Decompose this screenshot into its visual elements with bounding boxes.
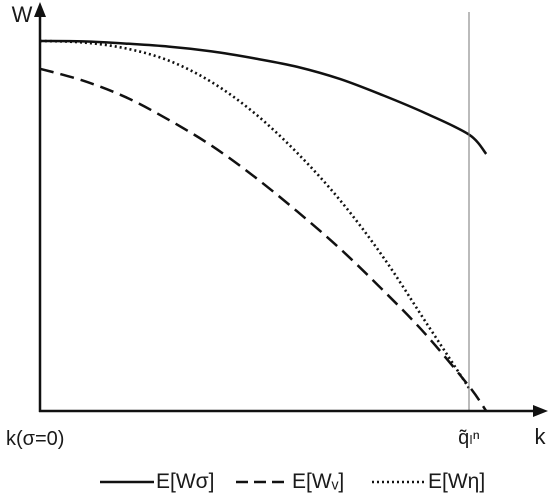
x-axis-label: k bbox=[535, 424, 547, 449]
series-line-dotted bbox=[39, 39, 471, 389]
legend-item-dotted: E[Wη] bbox=[372, 470, 485, 494]
y-axis-arrow bbox=[34, 2, 46, 17]
legend-label: E[Wσ] bbox=[156, 470, 215, 493]
legend-label: E[Wᵥ] bbox=[292, 470, 345, 493]
series-line-solid bbox=[39, 39, 488, 155]
legend-item-solid: E[Wσ] bbox=[100, 470, 214, 494]
curves bbox=[39, 39, 488, 412]
legend-swatch-dashed bbox=[236, 480, 290, 484]
x-axis-arrow bbox=[533, 405, 548, 417]
legend-label: E[Wη] bbox=[428, 470, 486, 493]
legend-swatch-solid bbox=[100, 480, 154, 484]
y-axis-label: W bbox=[12, 2, 33, 27]
series-line-dashed bbox=[39, 67, 488, 412]
legend-swatch-dotted bbox=[372, 480, 426, 484]
x-origin-label: k(σ=0) bbox=[6, 428, 64, 450]
legend-item-dashed: E[Wᵥ] bbox=[236, 470, 344, 494]
x-marker-label: q̃ₗⁿ bbox=[458, 427, 480, 449]
